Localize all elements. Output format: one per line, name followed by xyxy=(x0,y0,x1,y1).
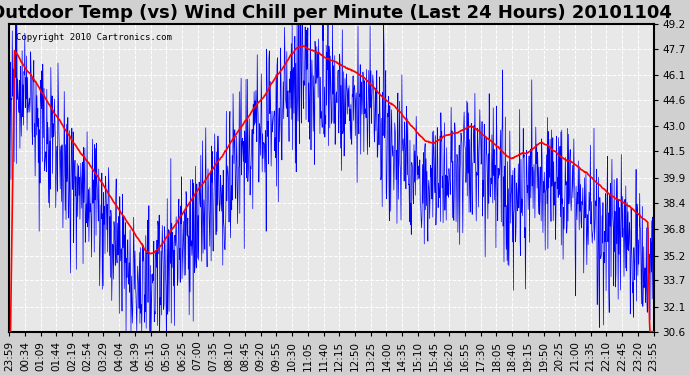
Text: Copyright 2010 Cartronics.com: Copyright 2010 Cartronics.com xyxy=(16,33,172,42)
Title: Outdoor Temp (vs) Wind Chill per Minute (Last 24 Hours) 20101104: Outdoor Temp (vs) Wind Chill per Minute … xyxy=(0,4,672,22)
